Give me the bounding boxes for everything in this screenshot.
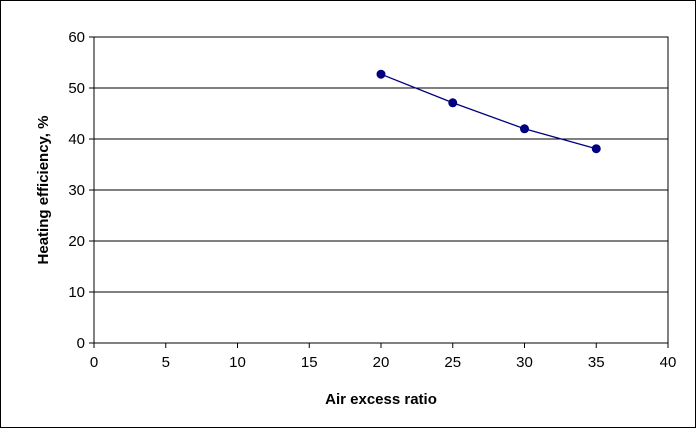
data-point	[520, 124, 529, 134]
data-point	[376, 69, 386, 79]
gridlines	[94, 87, 668, 293]
y-tick-label: 50	[68, 80, 85, 97]
y-tick-label: 10	[68, 284, 85, 301]
y-tick-label: 30	[68, 182, 85, 199]
x-tick-label: 40	[660, 354, 677, 371]
x-tick-label: 25	[444, 354, 461, 371]
x-axis-ticks: 0 5 10 15 20 25 30 35 40	[90, 343, 677, 371]
y-tick-label: 0	[77, 335, 85, 352]
x-tick-label: 30	[516, 354, 533, 371]
x-tick-label: 10	[229, 354, 246, 371]
y-tick-label: 40	[68, 131, 85, 148]
x-tick-label: 15	[301, 354, 318, 371]
x-tick-label: 35	[588, 354, 605, 371]
data-point	[448, 98, 458, 108]
data-point	[591, 144, 601, 154]
series-line	[380, 73, 597, 150]
series-layer	[376, 69, 601, 154]
y-tick-label: 60	[68, 29, 85, 46]
y-axis-ticks: 0 10 20 30 40 50 60	[68, 29, 94, 352]
y-axis-title: Heating efficiency, %	[35, 116, 52, 265]
x-tick-label: 20	[373, 354, 390, 371]
x-axis-title: Air excess ratio	[325, 391, 437, 408]
y-tick-label: 20	[68, 233, 85, 250]
x-tick-label: 5	[162, 354, 170, 371]
x-tick-label: 0	[90, 354, 98, 371]
